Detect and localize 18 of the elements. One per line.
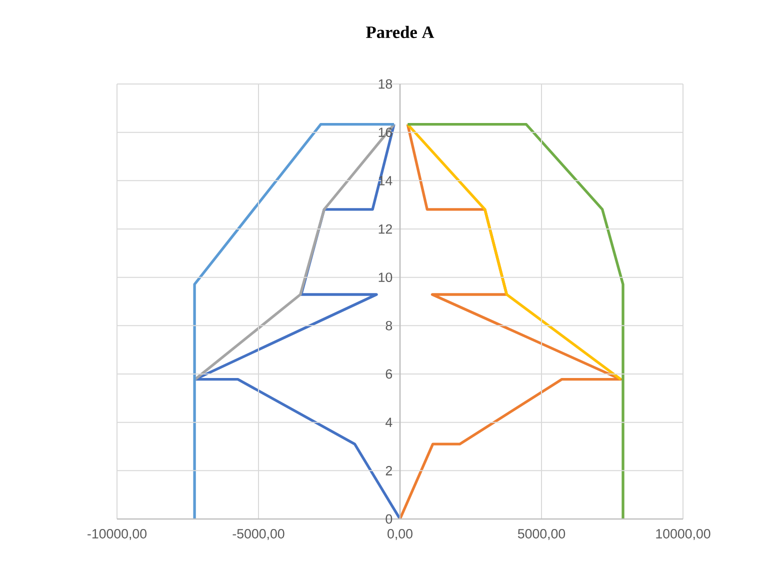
y-tick-label: 12 <box>378 224 392 234</box>
line-series <box>194 123 396 381</box>
x-tick-label: -10000,00 <box>88 529 147 540</box>
x-tick-label: 10000,00 <box>656 529 710 540</box>
y-tick-label: 8 <box>386 320 392 330</box>
y-tick-label: 10 <box>378 272 392 282</box>
y-tick-label: 18 <box>378 79 392 89</box>
y-tick-label: 16 <box>378 128 392 138</box>
y-tick-label: 6 <box>386 369 392 379</box>
y-tick-label: 2 <box>386 466 392 476</box>
y-tick-label: 0 <box>386 514 392 524</box>
chart-title: Parede A <box>366 26 434 38</box>
line-series <box>406 123 622 381</box>
x-tick-label: 5000,00 <box>518 529 566 540</box>
y-tick-label: 4 <box>386 418 392 427</box>
x-tick-label: -5000,00 <box>232 529 284 540</box>
y-tick-label: 14 <box>378 176 392 186</box>
x-tick-label: 0,00 <box>388 529 412 540</box>
